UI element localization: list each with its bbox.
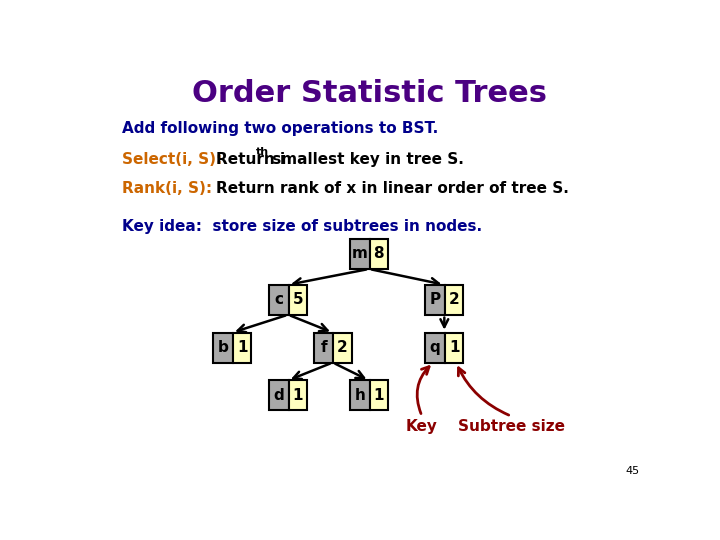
Text: 2: 2	[337, 340, 348, 355]
FancyBboxPatch shape	[350, 239, 370, 269]
FancyBboxPatch shape	[333, 333, 351, 362]
FancyBboxPatch shape	[370, 239, 388, 269]
Text: 2: 2	[449, 292, 459, 307]
Text: Return i: Return i	[215, 152, 284, 167]
Text: Key: Key	[406, 419, 438, 434]
Text: Rank(i, S):: Rank(i, S):	[122, 181, 212, 196]
FancyBboxPatch shape	[426, 333, 445, 362]
FancyBboxPatch shape	[445, 285, 463, 315]
Text: h: h	[354, 388, 365, 403]
FancyBboxPatch shape	[314, 333, 333, 362]
Text: 8: 8	[374, 246, 384, 261]
Text: 5: 5	[292, 292, 303, 307]
Text: Select(i, S):: Select(i, S):	[122, 152, 222, 167]
Text: 45: 45	[626, 465, 639, 476]
Text: d: d	[274, 388, 284, 403]
FancyBboxPatch shape	[426, 285, 445, 315]
Text: P: P	[430, 292, 441, 307]
Text: 1: 1	[237, 340, 248, 355]
Text: m: m	[352, 246, 368, 261]
Text: Add following two operations to BST.: Add following two operations to BST.	[122, 121, 438, 136]
Text: 1: 1	[293, 388, 303, 403]
FancyBboxPatch shape	[350, 380, 370, 410]
Text: Order Statistic Trees: Order Statistic Trees	[192, 79, 546, 109]
FancyBboxPatch shape	[233, 333, 251, 362]
Text: Key idea:  store size of subtrees in nodes.: Key idea: store size of subtrees in node…	[122, 219, 482, 234]
Text: f: f	[320, 340, 327, 355]
Text: th: th	[256, 147, 269, 157]
FancyBboxPatch shape	[289, 380, 307, 410]
FancyBboxPatch shape	[445, 333, 463, 362]
FancyBboxPatch shape	[213, 333, 233, 362]
Text: Return rank of x in linear order of tree S.: Return rank of x in linear order of tree…	[215, 181, 568, 196]
Text: q: q	[430, 340, 441, 355]
Text: 1: 1	[374, 388, 384, 403]
Text: Subtree size: Subtree size	[458, 419, 564, 434]
FancyBboxPatch shape	[370, 380, 388, 410]
Text: 1: 1	[449, 340, 459, 355]
FancyBboxPatch shape	[289, 285, 307, 315]
FancyBboxPatch shape	[269, 380, 289, 410]
FancyBboxPatch shape	[269, 285, 289, 315]
Text: c: c	[274, 292, 284, 307]
Text: smallest key in tree S.: smallest key in tree S.	[267, 152, 464, 167]
Text: b: b	[217, 340, 229, 355]
